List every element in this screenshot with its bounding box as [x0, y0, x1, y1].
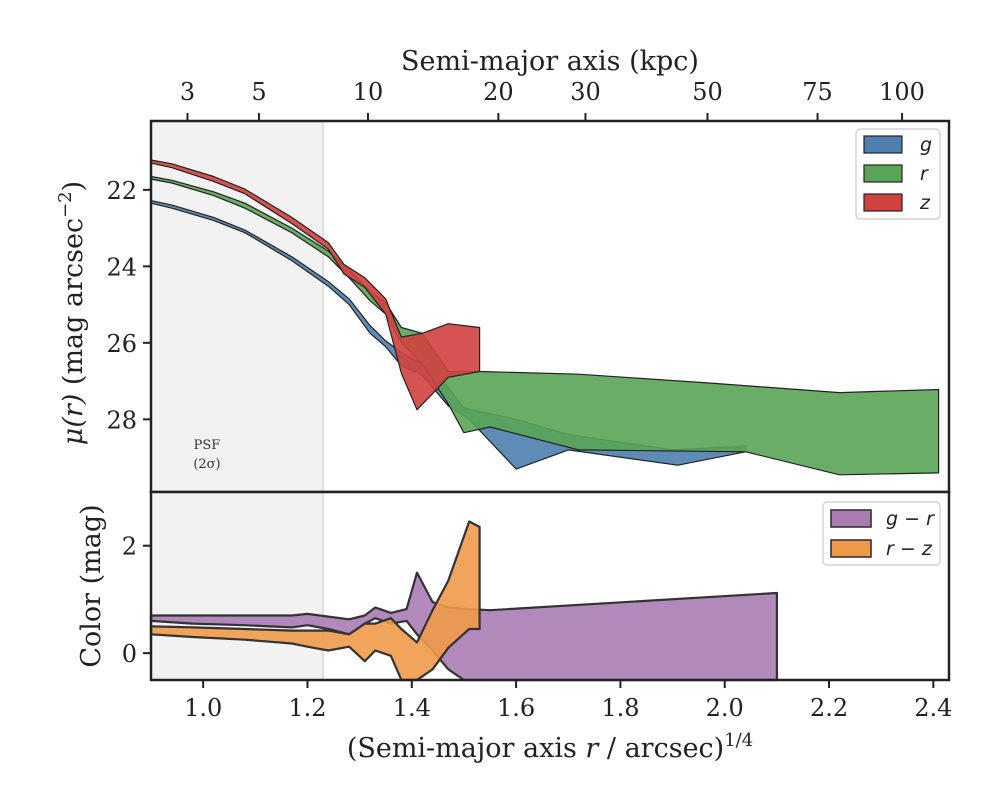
top-tick-label: 75 — [802, 78, 833, 106]
legend-swatch-g — [863, 135, 903, 154]
band-z — [150, 159, 481, 411]
top-tick-label: 30 — [570, 78, 601, 106]
profile-legend: grz — [855, 128, 941, 220]
color-series — [149, 520, 778, 682]
top-axis-label: Semi-major axis (kpc) — [401, 46, 699, 77]
color-y-axis-label: Color (mag) — [76, 504, 107, 667]
color-panel: 02 g − rr − z Color (mag) — [76, 490, 951, 682]
x-tick-label: 2.0 — [706, 694, 744, 722]
legend-label-r: r — [920, 163, 929, 185]
profile-series — [150, 159, 940, 476]
x-tick-label: 1.8 — [601, 694, 639, 722]
legend-label-r-minus-z: r − z — [886, 538, 933, 560]
x-axis-label: (Semi-major axis r / arcsec)1/4 — [347, 730, 753, 764]
top-axis-ticks: 3 5 10 20 30 50 75 100 — [180, 78, 925, 121]
psf-label: PSF (2σ) — [193, 438, 220, 472]
legend-label-g-minus-r: g − r — [886, 508, 935, 530]
top-tick-label: 5 — [251, 78, 266, 106]
color-y-ticks: 02 — [122, 533, 151, 668]
x-tick-label: 2.4 — [914, 694, 952, 722]
top-tick-label: 3 — [180, 78, 195, 106]
y-tick-label: 28 — [106, 406, 137, 434]
y-tick-label: 22 — [106, 177, 137, 205]
x-tick-label: 1.0 — [184, 694, 222, 722]
legend-swatch-r-minus-z — [830, 539, 872, 558]
legend-swatch-g-minus-r — [830, 509, 872, 528]
top-tick-label: 10 — [353, 78, 384, 106]
psf-shaded-region — [151, 121, 324, 492]
band-r-minus-z — [149, 520, 481, 682]
profile-y-ticks: 22 24 26 28 — [106, 177, 151, 434]
psf-label-line2: (2σ) — [193, 457, 220, 472]
color-plot-frame — [149, 490, 951, 682]
x-tick-label: 1.6 — [497, 694, 535, 722]
y-tick-label: 0 — [122, 640, 137, 668]
top-tick-label: 20 — [483, 78, 514, 106]
profile-panel: 22 24 26 28 PSF (2σ) grz μ(r) (mag arcsec−2… — [55, 119, 951, 494]
legend-swatch-z — [863, 193, 903, 212]
legend-label-z: z — [919, 192, 931, 214]
y-tick-label: 2 — [122, 533, 137, 561]
legend-label-g: g — [920, 134, 932, 156]
top-tick-label: 50 — [692, 78, 723, 106]
psf-label-line1: PSF — [194, 438, 221, 453]
x-tick-label: 1.2 — [288, 694, 326, 722]
x-axis: 1.0 1.2 1.4 1.6 1.8 2.0 2.2 2.4 (Semi-major axi… — [184, 680, 952, 764]
color-legend: g − r r − z — [822, 501, 941, 566]
x-tick-label: 2.2 — [810, 694, 848, 722]
top-axis: Semi-major axis (kpc) 3 5 10 20 30 50 75 100 — [180, 46, 925, 121]
y-tick-label: 24 — [106, 253, 137, 281]
top-tick-label: 100 — [879, 78, 925, 106]
legend-swatch-r — [863, 164, 903, 183]
x-tick-label: 1.4 — [393, 694, 431, 722]
profile-y-axis-label: μ(r) (mag arcsec−2) — [55, 181, 89, 445]
psf-shaded-region — [151, 492, 324, 680]
y-tick-label: 26 — [106, 330, 137, 358]
x-axis-ticks: 1.0 1.2 1.4 1.6 1.8 2.0 2.2 2.4 — [184, 680, 952, 722]
